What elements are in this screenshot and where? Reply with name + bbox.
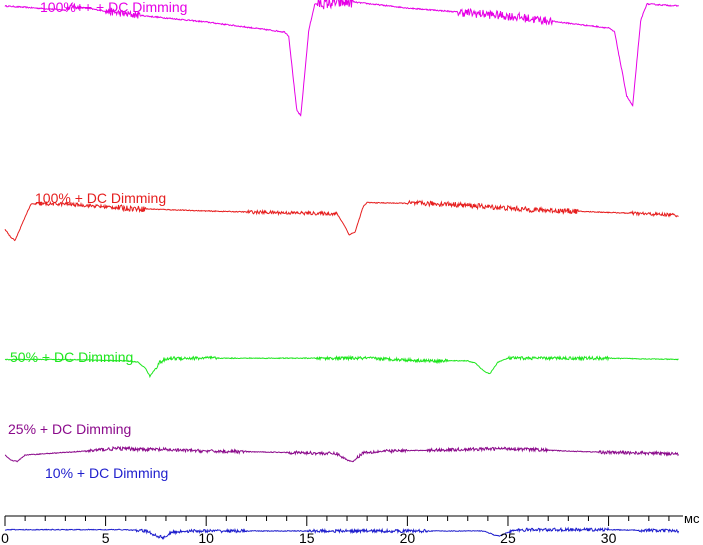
x-tick-label: 30 [601,530,617,545]
x-tick-label: 20 [400,530,416,545]
series-label-1: 100%++ + DC Dimming [40,0,187,15]
series-line-4 [4,445,679,463]
series-label-5: 10% + DC Dimming [45,465,168,481]
x-tick-label: 0 [1,530,9,545]
series-label-3: 50% + DC Dimming [10,349,133,365]
x-tick-label: 10 [198,530,214,545]
series-label-4: 25% + DC Dimming [8,421,131,437]
series-line-2 [4,199,679,242]
series-label-2: 100% + DC Dimming [35,190,166,206]
x-axis: 0 5 10 15 20 25 30 [1,515,683,545]
series-line-1 [4,0,679,117]
x-tick-label: 5 [102,530,110,545]
series-line-3 [4,354,679,379]
x-tick-label: 15 [299,530,315,545]
x-tick-label: 25 [500,530,516,545]
x-axis-unit-label: мс [684,511,700,526]
series-group: 100%++ + DC Dimming 100% + DC Dimming 50% … [4,0,680,540]
series-line-5 [4,526,680,540]
